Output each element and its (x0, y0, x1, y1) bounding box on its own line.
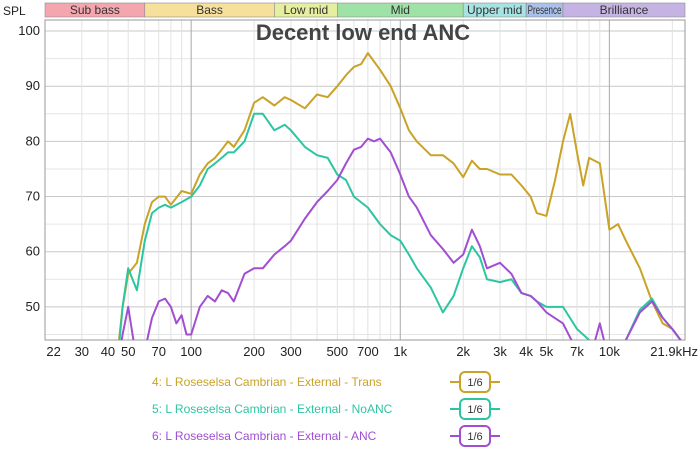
chart-title: Decent low end ANC (256, 20, 470, 45)
curves (117, 52, 682, 340)
smoothing-label: 1/6 (467, 404, 482, 416)
y-tick-label: 50 (26, 299, 40, 314)
x-tick-label: 700 (357, 344, 379, 359)
band-brilliance (562, 2, 686, 18)
x-tick-label: 4k (519, 344, 533, 359)
x-tick-label: 2k (456, 344, 470, 359)
y-tick-label: 100 (18, 23, 40, 38)
y-tick-label: 80 (26, 133, 40, 148)
x-tick-label: 50 (121, 344, 135, 359)
y-axis-label: SPL (3, 4, 26, 18)
x-tick-label: 30 (75, 344, 89, 359)
band-label: Bass (196, 3, 223, 17)
legend: 4: L Roseselsa Cambrian - External - Tra… (152, 371, 500, 447)
x-tick-label: 21.9kHz (650, 344, 698, 359)
legend-smoothing-badge[interactable] (459, 425, 491, 447)
x-tick-label: 200 (243, 344, 265, 359)
x-tick-label: 10k (599, 344, 620, 359)
x-tick-label: 1k (393, 344, 407, 359)
series-line-3 (120, 137, 682, 340)
x-tick-label: 100 (180, 344, 202, 359)
legend-label: 6: L Roseselsa Cambrian - External - ANC (152, 429, 377, 443)
series-line-2 (118, 112, 682, 340)
y-tick-labels: 50 60 70 80 90 100 (18, 23, 40, 314)
band-label: Low mid (283, 3, 328, 17)
smoothing-label: 1/6 (467, 377, 482, 389)
x-tick-label: 70 (152, 344, 166, 359)
y-tick-label: 70 (26, 189, 40, 204)
frequency-bands: Sub bass Bass Low mid Mid Upper mid Presence B… (44, 2, 686, 18)
legend-label: 4: L Roseselsa Cambrian - External - Tra… (152, 375, 382, 389)
x-tick-labels: 22 30 40 50 70 100 200 300 500 700 1k 2k 3k 4k 5k 7k 10k… (46, 344, 698, 359)
x-tick-label: 3k (493, 344, 507, 359)
series-line-1 (117, 52, 682, 340)
x-tick-label: 7k (570, 344, 584, 359)
band-label: Upper mid (467, 3, 522, 17)
plot-area (44, 19, 686, 341)
x-tick-label: 40 (101, 344, 115, 359)
x-tick-label: 300 (280, 344, 302, 359)
x-tick-label: 5k (540, 344, 554, 359)
y-tick-label: 90 (26, 78, 40, 93)
band-label: Presence (528, 3, 562, 17)
smoothing-label: 1/6 (467, 431, 482, 443)
legend-label: 5: L Roseselsa Cambrian - External - NoA… (152, 402, 393, 416)
x-tick-label: 500 (326, 344, 348, 359)
legend-smoothing-badge[interactable] (459, 398, 491, 420)
band-label: Brilliance (600, 3, 649, 17)
band-label: Mid (391, 3, 410, 17)
legend-smoothing-badge[interactable] (459, 371, 491, 393)
y-tick-label: 60 (26, 244, 40, 259)
grid (44, 20, 685, 340)
band-label: Sub bass (70, 3, 120, 17)
x-tick-label: 22 (46, 344, 60, 359)
